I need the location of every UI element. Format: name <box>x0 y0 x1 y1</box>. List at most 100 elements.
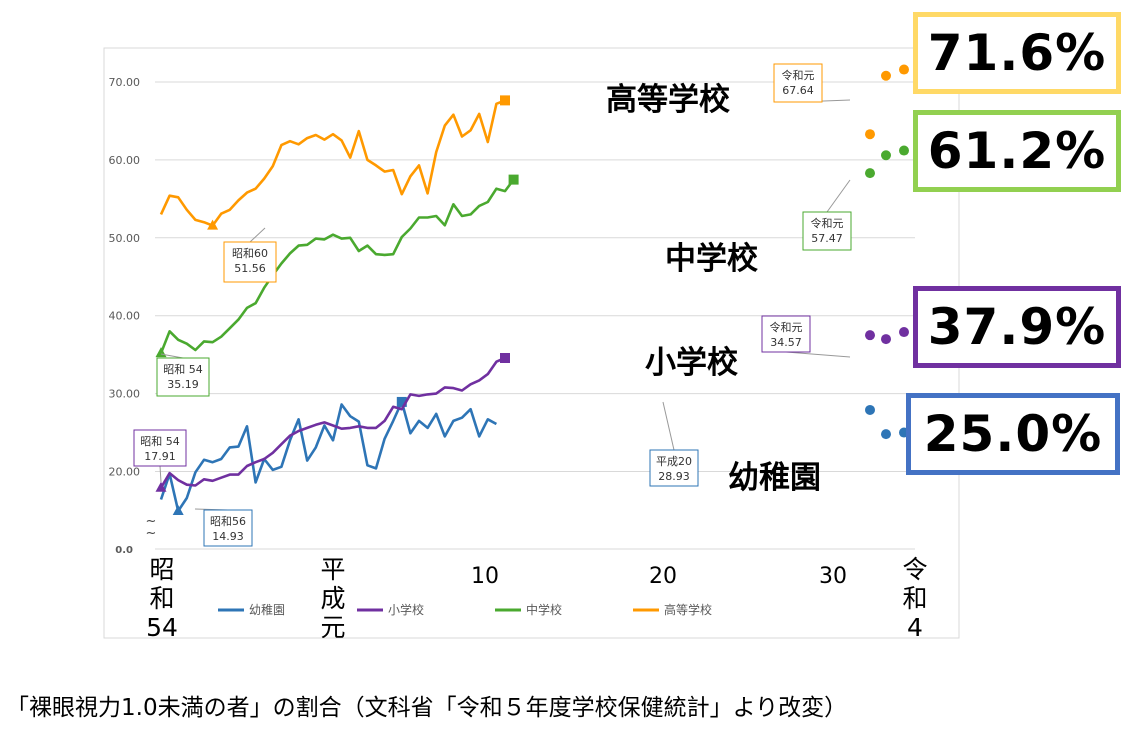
callout: 昭和56 14.93 <box>194 508 253 547</box>
callout-label: 昭和60 <box>232 247 268 260</box>
callout-value: 34.57 <box>770 336 802 349</box>
era-reiwa-2: 和 <box>902 584 928 613</box>
projection-dot <box>881 70 891 81</box>
marker-triangle <box>155 347 167 358</box>
callout-value: 35.19 <box>167 378 199 391</box>
x-tick-label: 20 <box>649 564 677 589</box>
callout-value: 51.56 <box>234 262 266 275</box>
era-showa-2: 和 <box>149 584 175 613</box>
callout-label: 平成20 <box>656 455 692 468</box>
callout-box <box>649 449 699 487</box>
callout-value: 57.47 <box>811 232 843 245</box>
marker-square <box>500 95 510 106</box>
latest-value-kindergarten: 25.0% <box>906 393 1120 475</box>
callout: 令和元 57.47 <box>802 179 852 251</box>
y-tick-label: 20.00 <box>109 466 141 479</box>
era-showa-3: 54 <box>146 613 178 642</box>
projection-dot <box>899 64 909 75</box>
era-label-showa: 昭 和 54 <box>140 555 184 642</box>
series-line-0 <box>159 400 498 513</box>
callout-label: 令和元 <box>782 68 815 82</box>
callout-box <box>133 429 187 467</box>
y-tick-label: 30.00 <box>109 388 141 401</box>
series-label-high-school: 高等学校 <box>606 82 730 118</box>
callout-value: 28.93 <box>658 470 690 483</box>
era-heisei-3: 元 <box>320 613 346 642</box>
projection-dot <box>881 334 891 345</box>
axis-break-mark: ~ <box>146 526 157 541</box>
era-label-heisei: 平 成 元 <box>316 555 350 642</box>
era-heisei-2: 成 <box>320 584 346 613</box>
projection-dot <box>899 327 909 338</box>
callout-box <box>773 63 823 103</box>
callout-leader <box>785 351 851 358</box>
y-tick-label: 40.00 <box>109 310 141 323</box>
latest-value-elementary: 37.9% <box>913 286 1121 368</box>
legend-label: 高等学校 <box>664 602 712 617</box>
series-line-3 <box>159 99 506 227</box>
latest-value-junior-high: 61.2% <box>913 110 1121 192</box>
callout-box <box>223 241 277 283</box>
series-label-junior-high: 中学校 <box>665 241 758 277</box>
x-tick-label: 30 <box>819 564 847 589</box>
legend-item: 小学校 <box>357 602 424 617</box>
marker-square <box>500 352 510 363</box>
y-tick-label: 0.0 <box>115 545 133 556</box>
projection-dot <box>865 404 875 415</box>
figure-caption: 「裸眼視力1.0未満の者」の割合（文科省「令和５年度学校保健統計」より改変） <box>6 695 848 721</box>
callout: 令和元 67.64 <box>773 63 851 103</box>
callout-value: 17.91 <box>144 450 176 463</box>
callout-box <box>761 315 811 353</box>
marker-square <box>396 396 407 407</box>
projection-dot <box>881 429 891 440</box>
y-tick-label: 60.00 <box>109 154 141 167</box>
callout-label: 令和元 <box>811 216 844 230</box>
series-line-2 <box>159 178 515 354</box>
callout-leader <box>249 227 266 243</box>
callout: 昭和 54 35.19 <box>156 353 210 397</box>
callout-leader <box>662 401 675 451</box>
axis-break-mark: ~ <box>146 514 157 529</box>
y-tick-label: 50.00 <box>109 232 141 245</box>
series-label-elementary: 小学校 <box>645 345 738 381</box>
marker-triangle <box>155 481 167 492</box>
callout: 令和元 34.57 <box>761 315 851 358</box>
legend-label: 中学校 <box>526 602 562 617</box>
callout-box <box>156 357 210 397</box>
callout: 昭和 54 17.91 <box>133 429 187 483</box>
callout-value: 14.93 <box>212 530 244 543</box>
y-tick-label: 70.00 <box>109 76 141 89</box>
callout: 平成20 28.93 <box>649 401 699 487</box>
callout-label: 昭和 54 <box>140 435 180 448</box>
era-label-reiwa: 令 和 4 <box>898 555 932 642</box>
callout-box <box>802 211 852 251</box>
callout: 昭和60 51.56 <box>223 227 277 283</box>
legend-item: 中学校 <box>495 602 562 617</box>
callout-leader <box>826 179 851 213</box>
series-label-kindergarten: 幼稚園 <box>728 460 821 496</box>
projection-dot <box>881 150 891 161</box>
legend-item: 高等学校 <box>633 602 712 617</box>
marker-triangle <box>207 219 219 230</box>
legend-label: 幼稚園 <box>249 603 285 617</box>
x-tick-label: 10 <box>471 564 499 589</box>
callout-label: 令和元 <box>770 320 803 334</box>
projection-dot <box>899 145 909 156</box>
callout-value: 67.64 <box>782 84 814 97</box>
era-reiwa-3: 4 <box>907 613 923 642</box>
callout-box <box>203 509 253 547</box>
marker-square <box>508 174 519 185</box>
era-reiwa-1: 令 <box>902 555 928 584</box>
callout-leader <box>160 353 184 359</box>
era-heisei-1: 平 <box>320 555 346 584</box>
projection-dot <box>865 129 875 140</box>
marker-triangle <box>172 504 184 515</box>
legend-item: 幼稚園 <box>218 603 285 617</box>
callout-label: 昭和 54 <box>163 363 203 376</box>
legend-label: 小学校 <box>388 602 424 617</box>
callout-label: 昭和56 <box>210 515 246 528</box>
callout-leader <box>159 465 162 483</box>
latest-value-high-school: 71.6% <box>913 12 1121 94</box>
projection-dot <box>865 330 875 341</box>
